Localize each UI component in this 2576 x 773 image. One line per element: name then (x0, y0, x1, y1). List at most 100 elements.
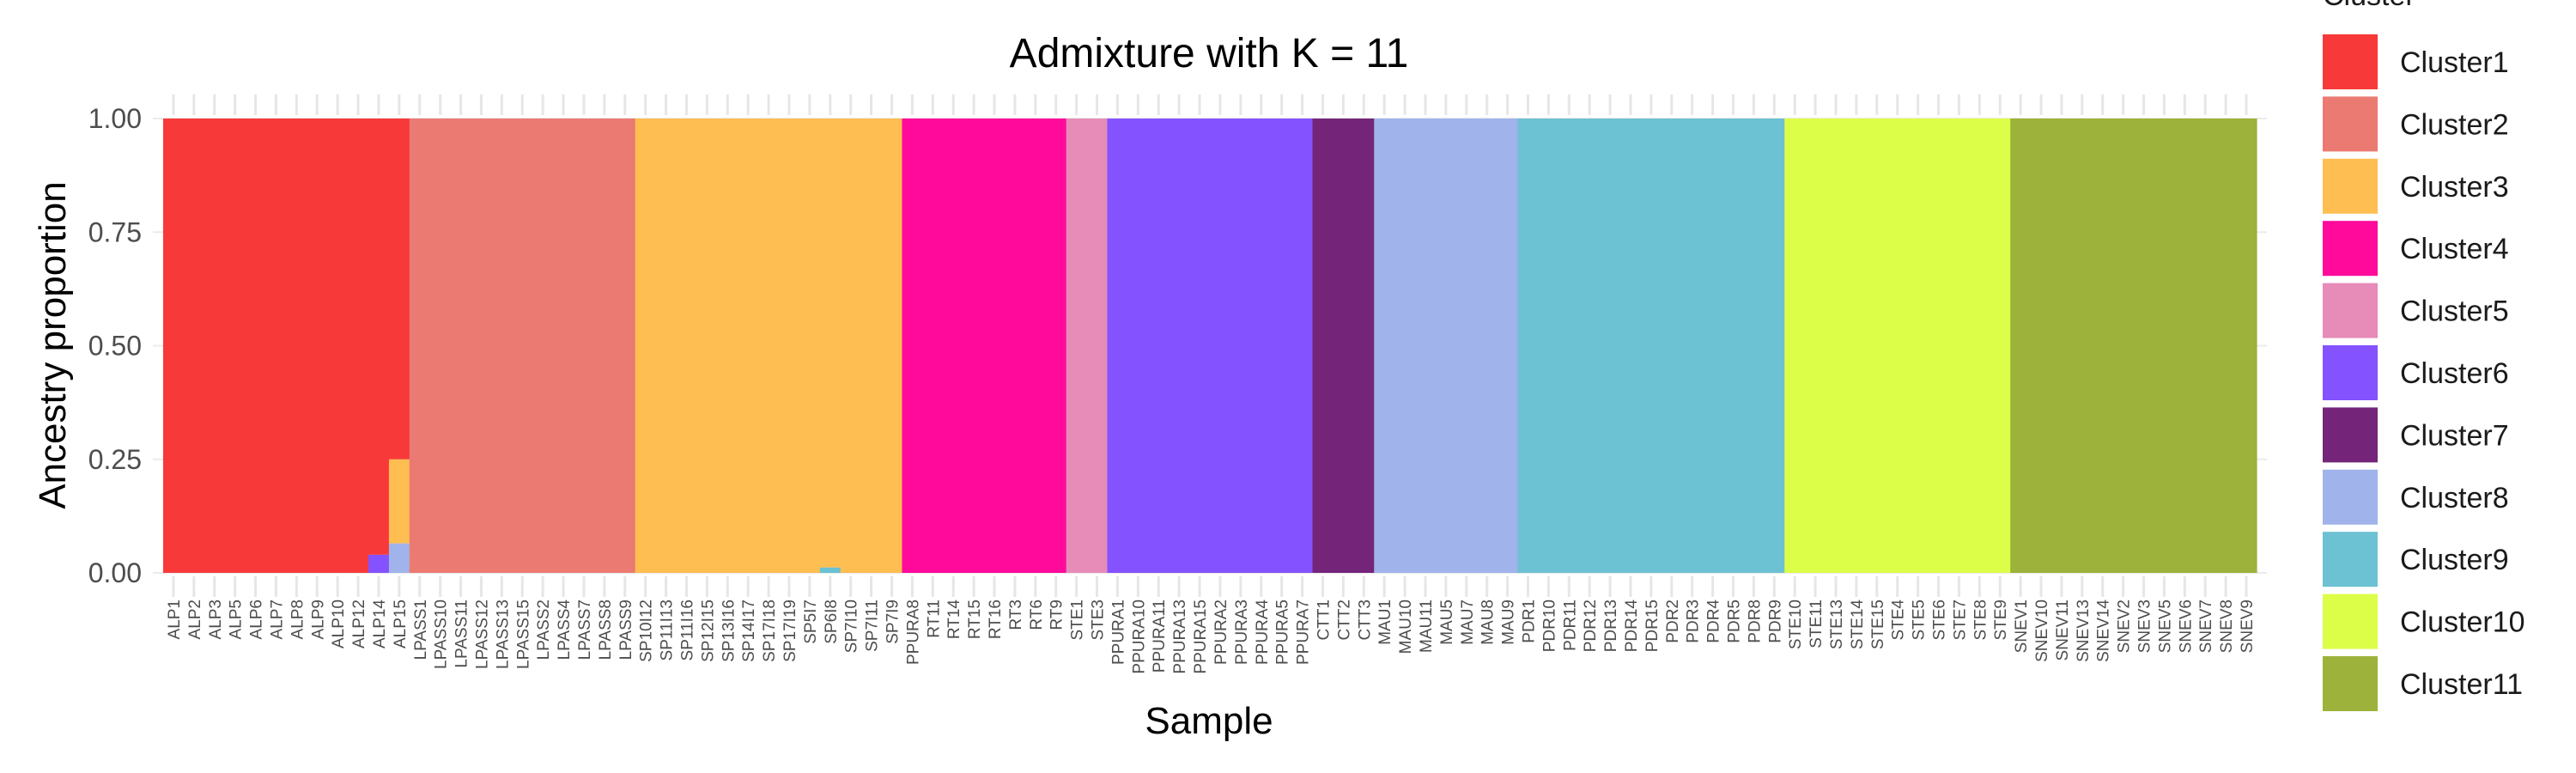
bar-segment (1004, 119, 1026, 573)
x-tick-label: LPASS10 (433, 600, 451, 669)
x-tick-label: SP6I8 (823, 600, 841, 644)
legend-swatch (2323, 283, 2378, 338)
legend-label: Cluster1 (2400, 46, 2509, 79)
bar-segment (2154, 119, 2175, 573)
x-tick-label: PPURA3 (1233, 600, 1251, 665)
bar-segment (614, 119, 636, 573)
y-tick-label: 0.75 (88, 216, 142, 247)
x-tick-label: SNEV9 (2239, 600, 2257, 653)
x-tick-label: RT11 (925, 600, 943, 638)
x-tick-label: MAU5 (1438, 600, 1456, 645)
bar-segment (491, 119, 513, 573)
x-tick-label: PDR15 (1643, 600, 1662, 652)
bar-segment (758, 119, 780, 573)
x-tick-label: LPASS12 (473, 600, 491, 669)
stacked-bars (163, 119, 2257, 573)
bar-segment (1620, 119, 1642, 573)
bar-segment (1291, 119, 1314, 573)
bar-segment (265, 119, 288, 573)
bar-segment (1353, 119, 1375, 573)
bar-segment (655, 119, 677, 573)
x-tick-label: STE3 (1090, 600, 1108, 641)
x-tick-label: STE6 (1931, 600, 1949, 641)
bar-segment (840, 119, 862, 573)
bar-segment (2112, 119, 2135, 573)
x-axis-tick-labels: ALP1 ALP2 ALP3 ALP5 ALP6 ALP7 ALP8 ALP9 ALP10 ALP… (166, 600, 2257, 674)
legend-swatch (2323, 656, 2378, 711)
x-tick-label: STE5 (1911, 600, 1929, 641)
bar-segment (1886, 119, 1909, 573)
x-tick-label: PPURA8 (904, 600, 922, 665)
legend-swatch (2323, 532, 2378, 587)
legend-swatch (2323, 158, 2378, 214)
bar-segment (1107, 119, 1128, 573)
x-tick-label: RT3 (1007, 600, 1025, 630)
bar-segment (1743, 119, 1765, 573)
x-tick-label: PPURA13 (1171, 600, 1189, 674)
bar-segment (2195, 119, 2216, 573)
x-tick-label: LPASS9 (617, 600, 635, 660)
bar-segment (902, 119, 923, 573)
bar-segment (1640, 119, 1662, 573)
x-tick-label: SP17I18 (761, 600, 779, 662)
bar-segment (963, 119, 985, 573)
bar-segment (819, 567, 841, 573)
x-tick-label: MAU9 (1500, 600, 1518, 645)
x-tick-label: SP11I16 (679, 600, 697, 660)
bar-segment (984, 119, 1005, 573)
bar-segment (1169, 119, 1190, 573)
x-tick-label: LPASS1 (412, 600, 430, 660)
x-tick-label: SNEV6 (2177, 600, 2195, 653)
x-tick-label: SNEV8 (2218, 600, 2236, 653)
bar-segment (1558, 119, 1580, 573)
x-tick-label: PPURA11 (1151, 600, 1169, 673)
x-tick-label: ALP8 (289, 600, 307, 639)
bar-segment (1394, 119, 1416, 573)
bar-segment (1805, 119, 1826, 573)
bar-segment (819, 119, 841, 568)
bar-segment (368, 554, 390, 573)
bar-segment (738, 119, 759, 573)
x-tick-label: LPASS7 (576, 600, 594, 660)
bar-segment (1148, 119, 1170, 573)
bar-segment (574, 119, 595, 573)
bar-segment (2174, 119, 2196, 573)
bar-segment (348, 119, 369, 573)
x-tick-label: PDR2 (1664, 600, 1682, 643)
x-tick-label: STE4 (1890, 600, 1908, 641)
legend-label: Cluster7 (2400, 419, 2509, 452)
x-tick-label: MAU1 (1376, 600, 1394, 645)
bar-segment (2031, 119, 2052, 573)
x-tick-label: STE11 (1807, 600, 1826, 648)
bar-segment (1681, 119, 1704, 573)
bar-segment (224, 119, 246, 573)
bar-segment (1722, 119, 1745, 573)
x-tick-label: STE9 (1992, 600, 2010, 641)
bar-segment (922, 119, 944, 573)
legend-swatch (2323, 34, 2378, 89)
bar-segment (1969, 119, 1990, 573)
bar-segment (2215, 119, 2237, 573)
x-tick-label: CTT3 (1356, 600, 1374, 641)
legend-label: Cluster3 (2400, 171, 2509, 204)
x-tick-label: ALP15 (392, 600, 410, 648)
bar-segment (1374, 119, 1395, 573)
x-tick-label: PDR13 (1602, 600, 1620, 652)
x-tick-label: SNEV1 (2013, 600, 2031, 653)
bar-segment (532, 119, 554, 573)
bar-segment (1784, 119, 1806, 573)
y-tick-label: 0.25 (88, 444, 142, 475)
bar-segment (1826, 119, 1847, 573)
x-tick-label: ALP10 (330, 600, 348, 648)
x-tick-label: SNEV3 (2136, 600, 2154, 653)
bar-segment (1455, 119, 1478, 573)
bar-segment (696, 119, 718, 573)
x-tick-label: SP10I12 (638, 600, 656, 662)
bar-segment (881, 119, 903, 573)
legend-label: Cluster8 (2400, 482, 2509, 514)
bar-segment (512, 119, 533, 573)
legend-swatch (2323, 469, 2378, 525)
x-tick-label: CTT1 (1315, 600, 1333, 641)
x-tick-label: RT16 (987, 600, 1005, 639)
x-tick-label: SP5I7 (802, 600, 820, 644)
